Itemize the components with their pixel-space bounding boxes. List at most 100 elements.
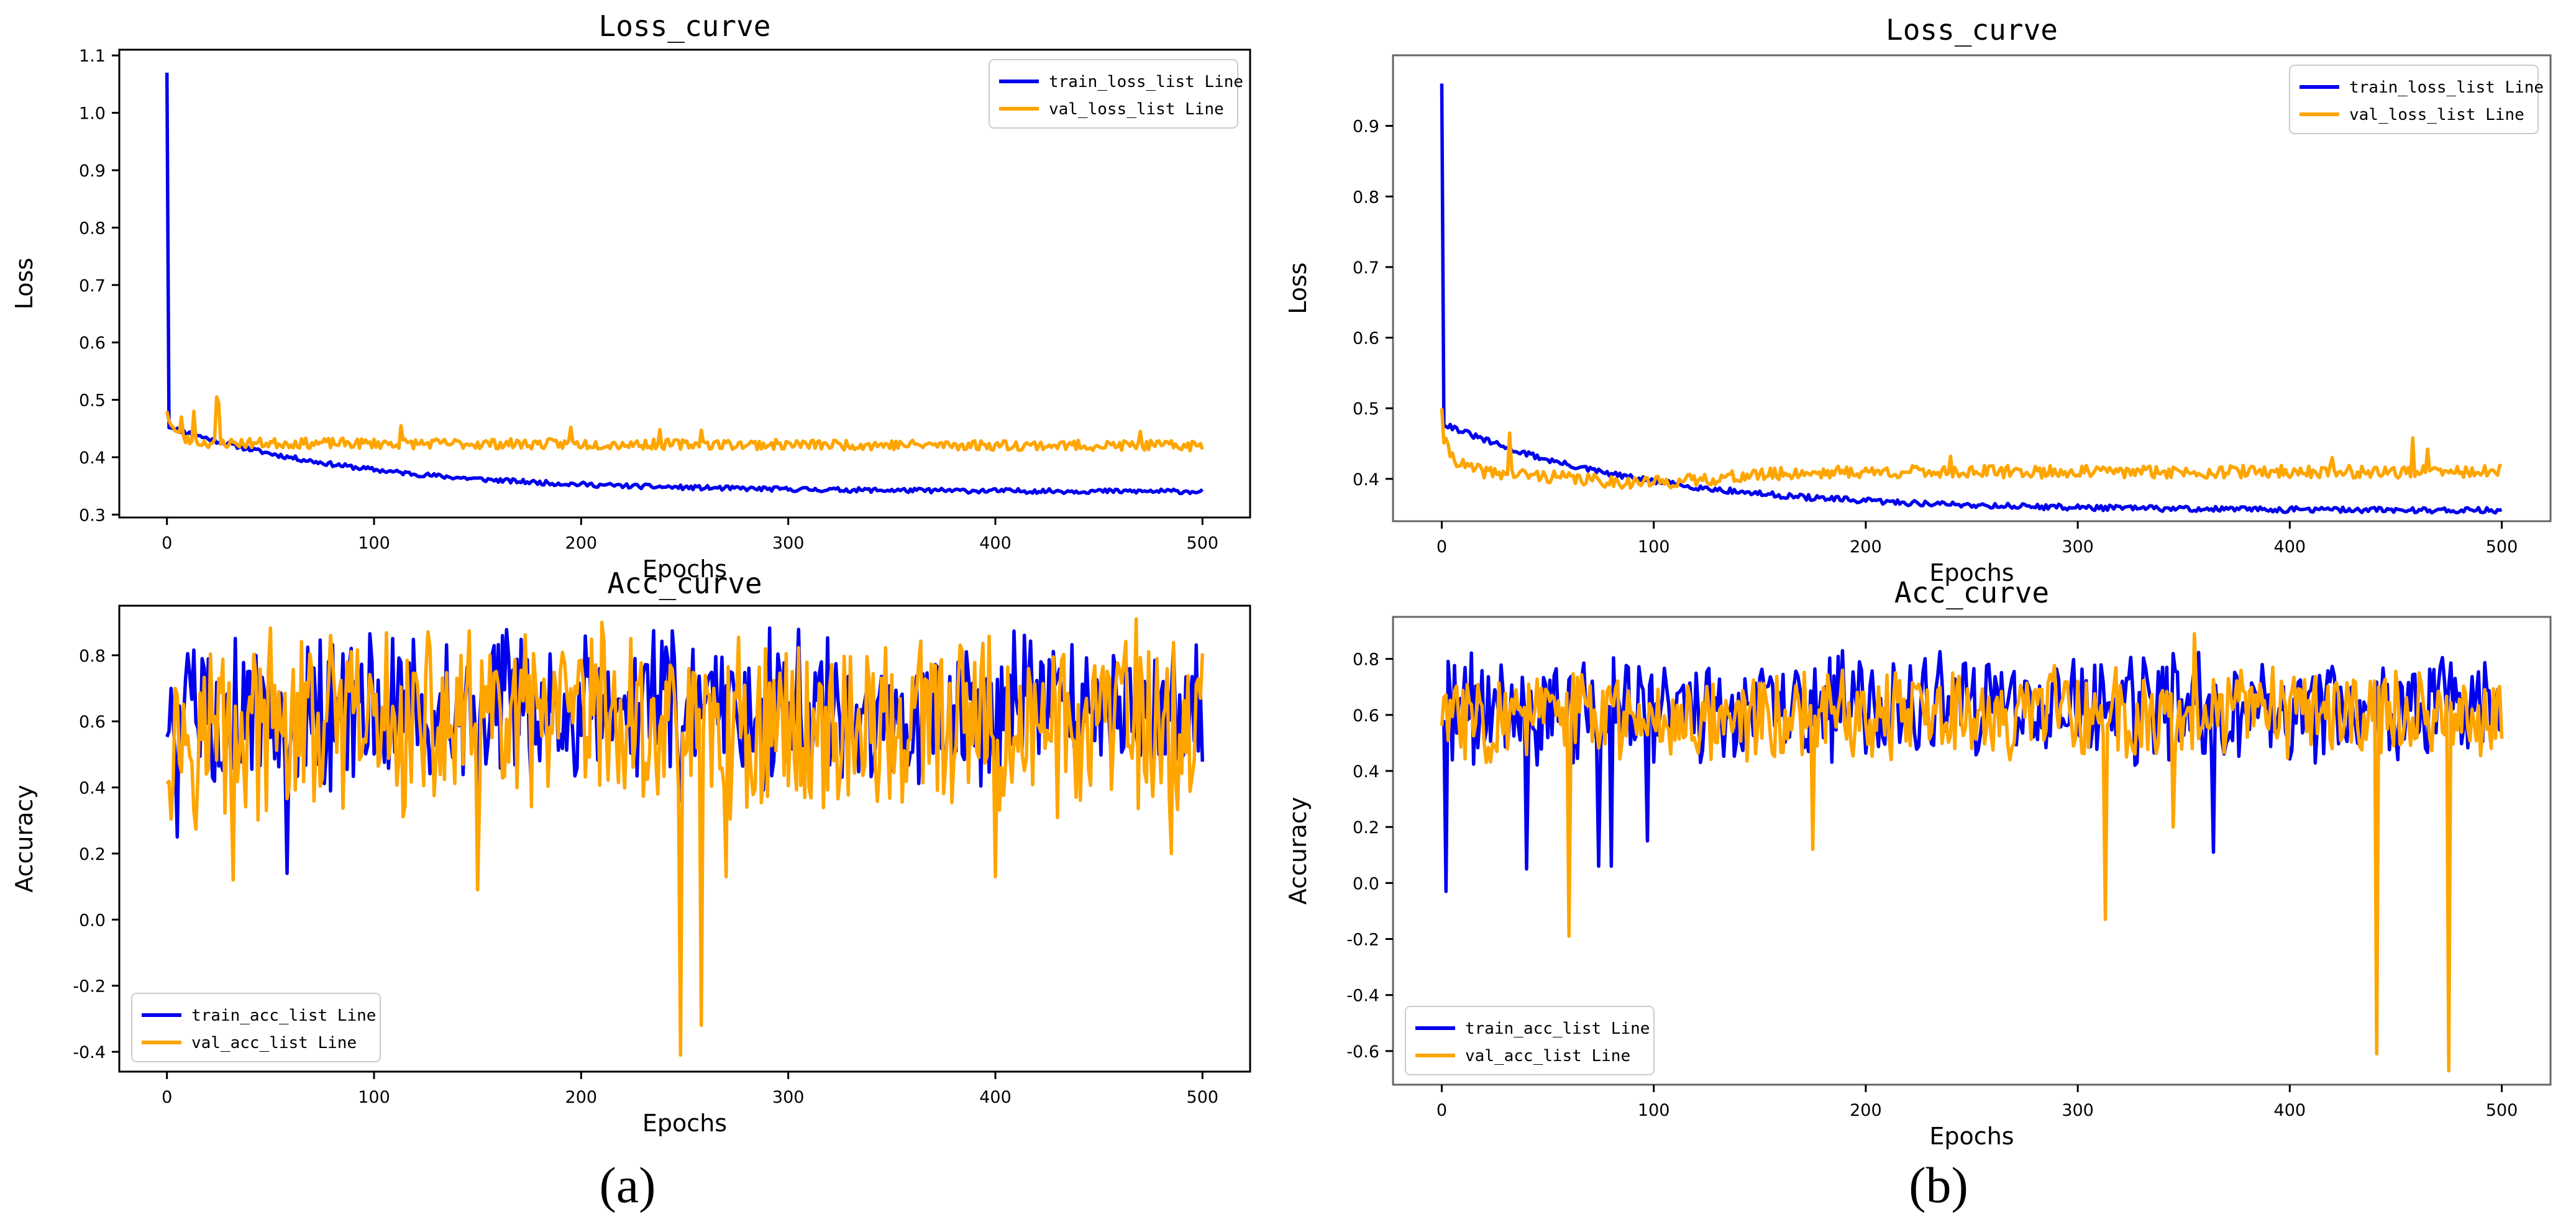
y-tick-label: 0.4: [1353, 470, 1379, 490]
series-line-val: [165, 395, 1204, 453]
y-tick-label: 0.4: [1353, 762, 1379, 782]
x-tick-label: 0: [162, 534, 172, 553]
y-tick-label: 1.0: [79, 104, 106, 124]
legend: train_loss_list Line val_loss_list Line: [989, 59, 1243, 129]
chart-a_loss: 0 100 200 300 400 500 0.3 0.4 0.5 0.6 0.7 0.8 0.9 1.0…: [11, 9, 1251, 583]
legend-label-train: train_loss_list Line: [2349, 78, 2544, 97]
y-tick-label: 0.6: [79, 334, 106, 353]
x-tick-label: 200: [1850, 1101, 1882, 1120]
x-tick-label: 0: [1436, 1101, 1447, 1120]
y-axis-label: Loss: [1284, 262, 1312, 314]
y-tick-label: -0.6: [1346, 1042, 1379, 1062]
legend-label-val: val_acc_list Line: [191, 1034, 357, 1052]
y-axis-label: Loss: [11, 258, 38, 309]
y-tick-label: 1.1: [79, 47, 106, 66]
x-tick-label: 200: [565, 1088, 598, 1107]
x-axis-label: Epochs: [642, 555, 727, 583]
x-tick-label: 0: [162, 1088, 172, 1107]
x-tick-label: 200: [565, 534, 598, 553]
y-tick-label: 0.4: [79, 449, 106, 468]
legend-box: [131, 993, 381, 1062]
y-tick-label: 0.2: [1353, 818, 1379, 837]
chart-a_acc: 0 100 200 300 400 500 -0.4 -0.2 0.0 0.2 0.4 0.6 0.8 A…: [11, 567, 1251, 1137]
plot-frame: [1392, 616, 2552, 1086]
caption-a: (a): [599, 1157, 655, 1213]
x-tick-label: 400: [2274, 537, 2306, 557]
legend-label-val: val_acc_list Line: [1465, 1047, 1630, 1065]
y-tick-label: 0.9: [1353, 117, 1379, 137]
x-tick-label: 100: [358, 534, 390, 553]
y-tick-label: 0.5: [79, 391, 106, 411]
chart-title: Acc_curve: [607, 567, 762, 600]
series-line-val: [1440, 408, 2502, 490]
x-tick-label: 100: [1638, 1101, 1670, 1120]
y-tick-label: 0.2: [79, 845, 106, 864]
y-tick-label: 0.3: [79, 506, 106, 525]
series-line-train: [1440, 649, 2503, 893]
x-tick-label: 300: [2062, 1101, 2094, 1120]
chart-b_acc: 0 100 200 300 400 500 -0.6 -0.4 -0.2 0.0 0.2 0.4 0.6…: [1284, 576, 2552, 1150]
y-axis-label: Accuracy: [11, 785, 38, 893]
legend-box: [2289, 65, 2539, 134]
x-tick-label: 200: [1850, 537, 1882, 557]
y-tick-label: 0.8: [1353, 650, 1379, 670]
y-tick-label: 0.5: [1353, 399, 1379, 419]
y-tick-label: 0.7: [79, 276, 106, 296]
y-tick-label: -0.4: [73, 1043, 106, 1062]
legend-label-val: val_loss_list Line: [1049, 100, 1224, 119]
y-tick-label: -0.4: [1346, 987, 1379, 1006]
series-line-val: [1440, 632, 2504, 1073]
x-tick-label: 300: [772, 534, 805, 553]
x-tick-label: 400: [2274, 1101, 2306, 1120]
x-tick-label: 0: [1436, 537, 1447, 557]
series-line-train: [1440, 83, 2503, 515]
x-tick-label: 300: [772, 1088, 805, 1107]
plot-frame: [1392, 54, 2552, 522]
y-tick-label: 0.8: [1353, 188, 1379, 207]
series-line-train: [165, 72, 1204, 496]
x-axis-label: Epochs: [1929, 1123, 2014, 1150]
x-tick-label: 100: [358, 1088, 390, 1107]
legend-label-train: train_loss_list Line: [1049, 73, 1243, 91]
x-tick-label: 500: [1187, 534, 1219, 553]
caption-b: (b): [1909, 1157, 1968, 1213]
x-tick-label: 400: [979, 534, 1012, 553]
legend-box: [1405, 1006, 1655, 1075]
legend: train_acc_list Line val_acc_list Line: [1405, 1006, 1655, 1075]
legend: train_loss_list Line val_loss_list Line: [2289, 65, 2544, 134]
y-tick-label: 0.0: [1353, 874, 1379, 893]
legend-label-train: train_acc_list Line: [191, 1006, 376, 1025]
y-tick-label: 0.4: [79, 779, 106, 798]
y-tick-label: 0.8: [79, 219, 106, 238]
plot-frame: [118, 48, 1251, 519]
y-tick-label: -0.2: [1346, 931, 1379, 950]
plot-frame: [118, 604, 1251, 1073]
y-tick-label: 0.0: [79, 911, 106, 930]
y-tick-label: 0.7: [1353, 258, 1379, 278]
x-axis-label: Epochs: [1929, 559, 2014, 586]
legend-box: [989, 59, 1238, 129]
legend: train_acc_list Line val_acc_list Line: [131, 993, 381, 1062]
series-line-val: [165, 617, 1205, 1057]
x-tick-label: 500: [1187, 1088, 1219, 1107]
y-tick-label: 0.6: [1353, 329, 1379, 349]
x-axis-label: Epochs: [642, 1110, 727, 1137]
chart-title: Loss_curve: [1886, 13, 2058, 47]
legend-label-val: val_loss_list Line: [2349, 106, 2524, 124]
y-tick-label: -0.2: [73, 977, 106, 996]
y-tick-label: 0.6: [79, 713, 106, 732]
chart-title: Acc_curve: [1894, 576, 2049, 609]
x-tick-label: 300: [2062, 537, 2094, 557]
x-tick-label: 500: [2486, 537, 2518, 557]
chart-title: Loss_curve: [599, 9, 771, 43]
chart-b_loss: 0 100 200 300 400 500 0.4 0.5 0.6 0.7 0.8 0.9 Loss_c…: [1284, 13, 2552, 586]
x-tick-label: 400: [979, 1088, 1012, 1107]
x-tick-label: 100: [1638, 537, 1670, 557]
y-tick-label: 0.9: [79, 162, 106, 181]
x-tick-label: 500: [2486, 1101, 2518, 1120]
y-axis-label: Accuracy: [1284, 797, 1312, 905]
legend-label-train: train_acc_list Line: [1465, 1019, 1650, 1038]
y-tick-label: 0.6: [1353, 706, 1379, 726]
y-tick-label: 0.8: [79, 647, 106, 666]
